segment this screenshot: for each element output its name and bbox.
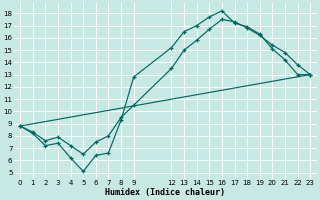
X-axis label: Humidex (Indice chaleur): Humidex (Indice chaleur)	[105, 188, 225, 197]
